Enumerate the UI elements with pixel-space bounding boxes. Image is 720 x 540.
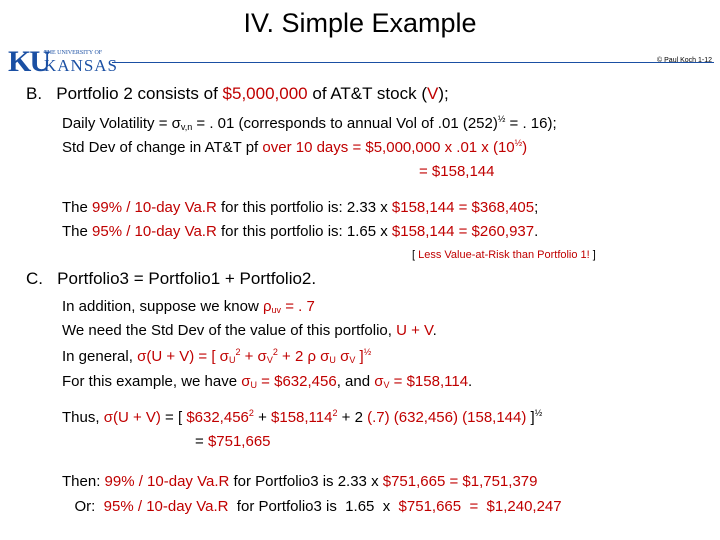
var-comparison-note: [ Less Value-at-Risk than Portfolio 1! ] (412, 249, 596, 261)
daily-volatility-line: Daily Volatility = σv,n = . 01 (correspo… (62, 114, 557, 132)
thus-formula-line: Thus, σ(U + V) = [ $632,4562 + $158,1142… (62, 408, 543, 426)
slide-credit: © Paul Koch 1-12 (657, 57, 712, 64)
section-b-heading: B. Portfolio 2 consists of $5,000,000 of… (26, 84, 449, 103)
header-divider (112, 62, 714, 63)
section-b-label: B. (26, 84, 43, 103)
need-std-dev-line: We need the Std Dev of the value of this… (62, 322, 437, 339)
section-c-heading: C. Portfolio3 = Portfolio1 + Portfolio2. (26, 269, 317, 288)
example-values-line: For this example, we have σU = $632,456,… (62, 373, 473, 390)
logo-university-text: THE UNIVERSITY OF (44, 50, 103, 56)
section-c-label: C. (26, 269, 43, 288)
std-dev-line: Std Dev of change in AT&T pf over 10 day… (62, 138, 528, 156)
correlation-line: In addition, suppose we know ρuv = . 7 (62, 298, 315, 315)
std-dev-result: = $158,144 (419, 163, 495, 180)
general-formula-line: In general, σ(U + V) = [ σU2 + σV2 + 2 ρ… (62, 347, 372, 365)
then-var-95-line: Or: 95% / 10-day Va.R for Portfolio3 is … (62, 498, 562, 515)
university-logo: KU THE UNIVERSITY OF KANSAS (8, 45, 117, 78)
logo-kansas-text: KANSAS (44, 56, 119, 75)
then-var-99-line: Then: 99% / 10-day Va.R for Portfolio3 i… (62, 473, 538, 490)
slide-title: IV. Simple Example (243, 8, 477, 38)
var-95-line: The 95% / 10-day Va.R for this portfolio… (62, 223, 539, 240)
var-99-line: The 99% / 10-day Va.R for this portfolio… (62, 199, 539, 216)
thus-result-line: = $751,665 (195, 433, 271, 450)
logo-ku-mark: KU (8, 45, 51, 78)
